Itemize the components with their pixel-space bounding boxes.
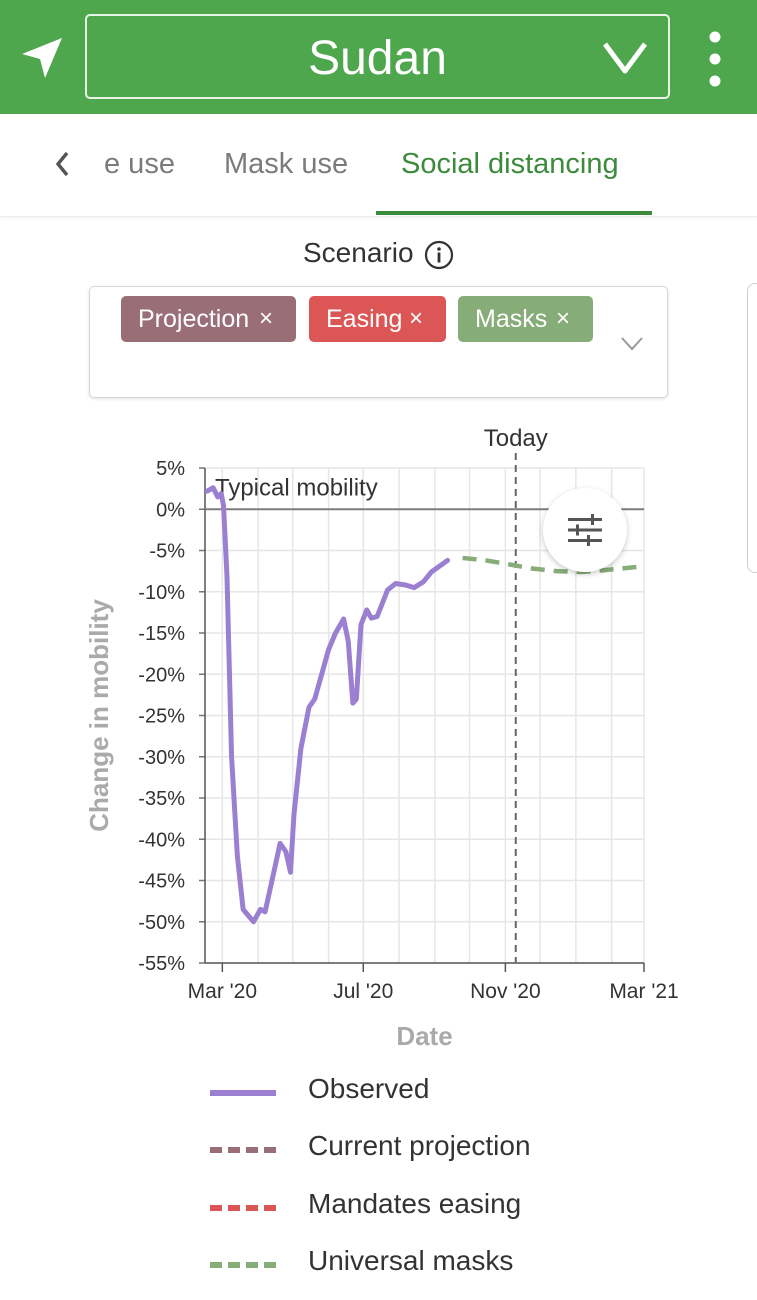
remove-chip-icon[interactable]: × [409, 305, 424, 332]
sliders-icon [568, 514, 602, 546]
legend-swatch [210, 1205, 276, 1211]
x-tick-label: Nov '20 [470, 980, 541, 1003]
info-icon[interactable] [424, 240, 454, 270]
chip-easing[interactable]: Easing × [309, 296, 446, 342]
y-tick-label: 5% [156, 458, 185, 480]
series-line-universal-masks [462, 555, 645, 575]
today-label: Today [484, 425, 548, 452]
legend-swatch [210, 1262, 276, 1268]
tab-social-distancing[interactable]: Social distancing [401, 148, 619, 180]
y-tick-label: -20% [138, 664, 185, 686]
x-axis-title: Date [396, 1021, 452, 1051]
y-tick-label: -40% [138, 829, 185, 851]
chevron-left-icon[interactable] [48, 144, 78, 184]
chart-settings-button[interactable] [543, 488, 627, 572]
active-tab-indicator [376, 211, 652, 215]
remove-chip-icon[interactable]: × [259, 305, 274, 332]
scenario-label: Scenario [303, 237, 414, 268]
legend-label: Observed [308, 1073, 430, 1104]
chip-label: Projection [138, 305, 250, 333]
more-vertical-icon[interactable] [700, 30, 730, 88]
country-name: Sudan [308, 32, 447, 85]
chip-label: Easing [326, 305, 403, 333]
mobility-chart: 5% 0% -5% -10% -15% -20% -25% -30% -35% -40% -45% -… [84, 425, 679, 1051]
y-tick-label: -50% [138, 912, 185, 934]
scenario-select[interactable]: Projection × Easing × Masks × [89, 286, 668, 398]
y-tick-label: -30% [138, 747, 185, 769]
y-tick-label: -15% [138, 623, 185, 645]
legend-label: Mandates easing [308, 1188, 522, 1219]
tab-mask-use[interactable]: Mask use [224, 148, 349, 180]
y-axis-title: Change in mobility [84, 599, 114, 832]
legend-label: Current projection [308, 1130, 531, 1161]
x-tick-label: Jul '20 [333, 980, 393, 1003]
series-line-observed [204, 485, 451, 925]
x-tick-label: Mar '20 [188, 980, 257, 1003]
y-tick-label: -35% [138, 788, 185, 810]
chip-label: Masks [475, 305, 548, 333]
y-tick-label: -5% [149, 541, 185, 563]
adjacent-card-edge [747, 283, 757, 573]
navigation-arrow-icon[interactable] [18, 34, 66, 82]
legend-label: Universal masks [308, 1245, 514, 1276]
x-tick-label: Mar '21 [609, 980, 678, 1003]
chip-masks[interactable]: Masks × [458, 296, 593, 342]
y-tick-label: -55% [138, 953, 185, 975]
chip-projection[interactable]: Projection × [121, 296, 296, 342]
legend-swatch [210, 1147, 276, 1153]
chevron-down-icon [602, 42, 648, 74]
tab-vaccine-use[interactable]: e use [104, 148, 175, 180]
y-tick-label: -10% [138, 582, 185, 604]
chevron-down-icon[interactable] [620, 335, 644, 353]
y-tick-label: 0% [156, 499, 185, 521]
app-header: Sudan [0, 0, 757, 114]
y-tick-label: -45% [138, 871, 185, 893]
country-select[interactable]: Sudan [85, 14, 670, 99]
reference-line-label: Typical mobility [215, 474, 378, 501]
remove-chip-icon[interactable]: × [556, 305, 571, 332]
legend-swatch [210, 1090, 276, 1096]
tab-bar: e use Mask use Social distancing [0, 114, 757, 217]
y-tick-label: -25% [138, 706, 185, 728]
